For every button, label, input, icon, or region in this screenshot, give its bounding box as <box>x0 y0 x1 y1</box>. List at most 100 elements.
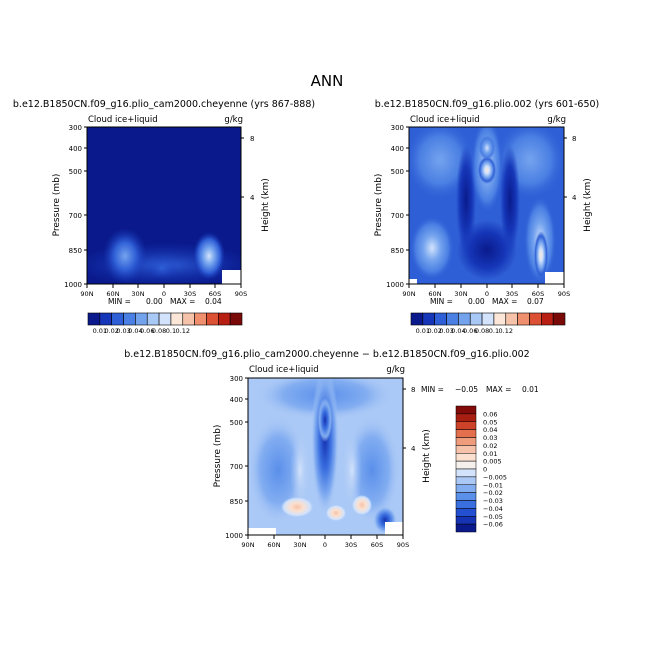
panel-2-colorbar-swatch-11 <box>541 312 554 326</box>
panel-1-min-label: MIN = <box>108 297 131 306</box>
panel-1-topography <box>222 270 241 284</box>
panel-3-ytick-right-8: 8 <box>411 386 415 394</box>
panel-1-xtick-90n: 90N <box>80 290 93 298</box>
panel-3-colorbar-label-5: 0.01 <box>483 450 497 458</box>
panel-3-colorbar-swatch-13 <box>455 508 477 517</box>
panel-3-y-right-axis: 8 4 Height (km) <box>403 386 432 483</box>
panel-3-ytick-850: 850 <box>230 498 243 506</box>
panel-2-ytick-400: 400 <box>391 145 404 153</box>
panel-2-colorbar-label-7: 0.12 <box>499 327 513 335</box>
panel-3-colorbar-swatch-1 <box>455 413 477 422</box>
panel-3-max-label: MAX = <box>486 385 511 394</box>
panel-1-blob-eq <box>146 256 178 280</box>
panel-3-variable: Cloud ice+liquid <box>249 365 319 375</box>
panel-2-variable: Cloud ice+liquid <box>410 115 480 125</box>
panel-3-xtick-90s: 90S <box>397 541 409 549</box>
panel-2-min-value: 0.00 <box>468 297 485 306</box>
panel-3-xtick-30s: 30S <box>345 541 357 549</box>
panel-3-field <box>248 378 403 535</box>
panel-2-max-label: MAX = <box>492 297 517 306</box>
panel-3-ytick-300: 300 <box>230 375 243 383</box>
panel-3-topography <box>248 528 276 535</box>
panel-3-colorbar-swatch-7 <box>455 460 477 470</box>
panel-1-ylabel: Pressure (mb) <box>52 174 62 237</box>
panel-3-xtick-60n: 60N <box>267 541 280 549</box>
panel-1-colorbar-swatch-11 <box>218 312 231 326</box>
panel-3-colorbar: 0.060.050.040.030.020.010.0050−0.005−0.0… <box>455 405 507 533</box>
panel-2-colorbar-swatch-4 <box>458 312 471 326</box>
panel-3-colorbar-label-11: −0.03 <box>483 497 503 505</box>
panel-2-colorbar-label-6: 0.1 <box>489 327 499 335</box>
panel-3-colorbar-swatch-15 <box>455 523 477 533</box>
panel-3-colorbar-swatch-9 <box>455 476 477 485</box>
panel-2-ylabel: Pressure (mb) <box>374 174 384 237</box>
panel-2-colorbar-swatch-6 <box>481 312 495 326</box>
panel-3-colorbar-label-8: −0.005 <box>483 473 507 481</box>
panel-1-max-value: 0.04 <box>205 297 222 306</box>
panel-1-colorbar-swatch-12 <box>229 312 243 326</box>
panel-2-colorbar-swatch-5 <box>469 312 483 326</box>
panel-3-xtick-60s: 60S <box>371 541 383 549</box>
panel-1-xtick-30s: 30S <box>184 290 196 298</box>
panel-3-light-n <box>290 430 310 510</box>
panel-1-min-value: 0.00 <box>146 297 163 306</box>
panel-2-ytick-300: 300 <box>391 124 404 132</box>
panel-1-ytick-1000: 1000 <box>64 281 82 289</box>
panel-3-colorbar-swatch-12 <box>455 500 477 509</box>
panel-1: b.e12.B1850CN.f09_g16.plio_cam2000.cheye… <box>13 99 315 335</box>
panel-1-xtick-60s: 60S <box>209 290 221 298</box>
panel-1-ylabel-right: Height (km) <box>261 178 271 232</box>
panel-1-colorbar-swatch-9 <box>194 312 207 326</box>
panel-1-colorbar-swatch-3 <box>123 312 136 326</box>
panel-1-colorbar: 0.010.020.030.040.060.08 0.1 0.12 <box>87 312 243 335</box>
panel-3-colorbar-swatch-4 <box>455 437 477 446</box>
panel-2-colorbar-label-5: 0.08 <box>475 327 489 335</box>
panel-3-colorbar-swatch-3 <box>455 429 477 438</box>
panel-1-colorbar-label-0: 0.01 <box>93 327 107 335</box>
panel-1-colorbar-swatch-6 <box>158 312 172 326</box>
panel-3-units: g/kg <box>386 365 405 375</box>
panel-3-max-value: 0.01 <box>522 385 539 394</box>
panel-2-ytick-right-8: 8 <box>572 135 576 143</box>
panel-1-blob-south <box>193 232 225 280</box>
panel-1-y-right-axis: 8 4 Height (km) <box>241 135 271 232</box>
panel-3-colorbar-label-1: 0.05 <box>483 418 497 426</box>
panel-3-pos-mid <box>326 505 346 521</box>
panel-1-colorbar-swatch-0 <box>87 312 101 326</box>
panel-1-colorbar-swatch-2 <box>111 312 124 326</box>
panel-1-colorbar-label-4: 0.06 <box>140 327 154 335</box>
panel-3-light-s <box>342 430 362 510</box>
panel-1-ytick-300: 300 <box>69 124 82 132</box>
panel-1-colorbar-swatch-7 <box>170 312 184 326</box>
panel-3-colorbar-swatch-8 <box>455 468 477 478</box>
panel-3-x-axis: 90N 60N 30N 0 30S 60S 90S <box>241 535 409 549</box>
panel-1-variable: Cloud ice+liquid <box>88 115 158 125</box>
panel-2-topography <box>545 272 564 284</box>
panel-2-colorbar-swatch-2 <box>434 312 447 326</box>
panel-2-topography-n <box>409 279 417 284</box>
panel-1-colorbar-label-1: 0.02 <box>104 327 118 335</box>
panel-3-colorbar-swatch-5 <box>455 445 477 454</box>
panel-1-ytick-700: 700 <box>69 212 82 220</box>
panel-2-xtick-90n: 90N <box>402 290 415 298</box>
panel-1-colorbar-label-5: 0.08 <box>152 327 166 335</box>
panel-3-ytick-700: 700 <box>230 463 243 471</box>
panel-3-pos-south <box>352 495 372 515</box>
panel-1-colorbar-swatch-4 <box>135 312 148 326</box>
panel-3-colorbar-label-10: −0.02 <box>483 489 503 497</box>
panel-3-colorbar-label-6: 0.005 <box>483 458 502 466</box>
panel-2-colorbar-swatch-0 <box>410 312 424 326</box>
panel-1-colorbar-label-6: 0.1 <box>166 327 176 335</box>
panel-2: b.e12.B1850CN.f09_g16.plio.002 (yrs 601-… <box>374 99 599 335</box>
panel-2-field <box>409 127 564 284</box>
panel-1-colorbar-swatch-8 <box>182 312 195 326</box>
panel-1-xtick-90s: 90S <box>235 290 247 298</box>
panel-3-xtick-90n: 90N <box>241 541 254 549</box>
panel-3-colorbar-label-4: 0.02 <box>483 442 497 450</box>
panel-1-colorbar-swatch-1 <box>99 312 112 326</box>
panel-2-colorbar-label-1: 0.02 <box>427 327 441 335</box>
panel-2-title: b.e12.B1850CN.f09_g16.plio.002 (yrs 601-… <box>375 99 600 110</box>
panel-1-colorbar-swatch-10 <box>206 312 219 326</box>
panel-2-lower-north <box>410 216 454 280</box>
